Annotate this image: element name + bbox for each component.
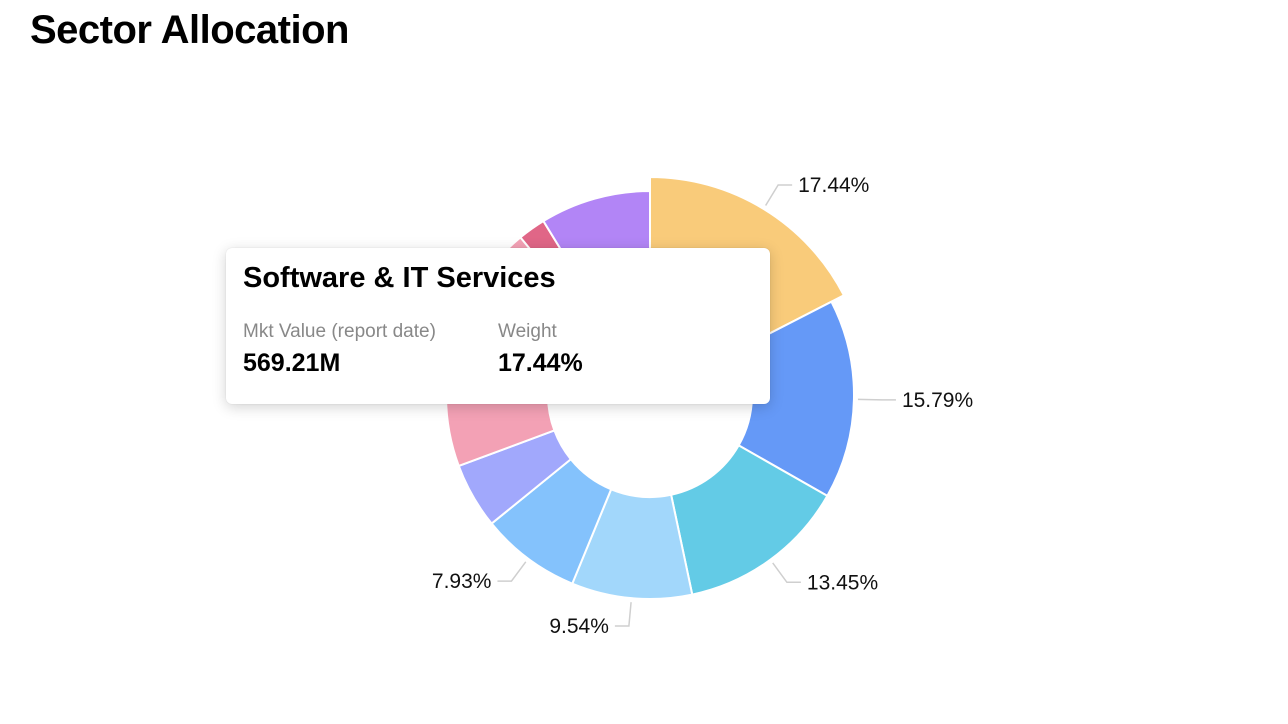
label-connector-4 xyxy=(614,602,632,627)
page-title: Sector Allocation xyxy=(30,8,349,52)
label-connector-1 xyxy=(764,184,793,206)
label-connector-5 xyxy=(497,561,527,582)
chart-tooltip: Software & IT Services Mkt Value (report… xyxy=(226,248,770,404)
tooltip-weight-value: 17.44% xyxy=(498,349,583,377)
tooltip-weight: Weight 17.44% xyxy=(498,321,753,378)
tooltip-market-value-value: 569.21M xyxy=(243,349,341,377)
label-connector-3 xyxy=(772,562,801,584)
slice-label-5: 7.93% xyxy=(432,570,492,593)
slice-label-3: 13.45% xyxy=(807,571,878,594)
slice-label-2: 15.79% xyxy=(902,389,973,412)
tooltip-title: Software & IT Services xyxy=(243,262,556,294)
label-connector-2 xyxy=(857,398,896,401)
slice-label-1: 17.44% xyxy=(798,174,869,197)
tooltip-market-value: Mkt Value (report date) 569.21M xyxy=(243,321,498,378)
tooltip-market-value-label: Mkt Value (report date) xyxy=(243,321,436,342)
tooltip-weight-label: Weight xyxy=(498,321,557,342)
slice-label-4: 9.54% xyxy=(549,615,609,638)
